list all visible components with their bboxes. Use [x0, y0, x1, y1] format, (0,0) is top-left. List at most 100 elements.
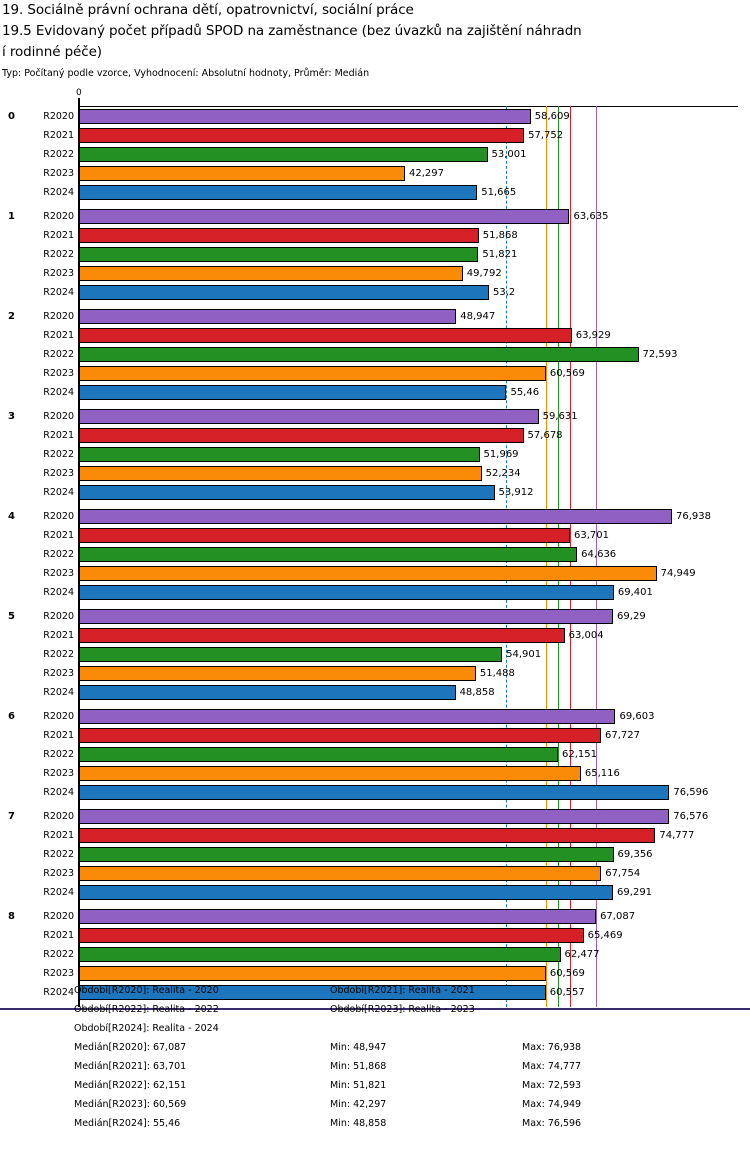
- bar-row-label: R2020: [43, 211, 74, 222]
- group-index-label: 2: [8, 311, 15, 322]
- page-title-line-3: í rodinné péče): [2, 44, 102, 60]
- bar[interactable]: [79, 985, 546, 1000]
- bar[interactable]: [79, 485, 495, 500]
- bar-row-label: R2020: [43, 411, 74, 422]
- bar-value-label: 69,291: [617, 887, 653, 898]
- bar[interactable]: [79, 866, 602, 881]
- bar[interactable]: [79, 609, 614, 624]
- bar[interactable]: [79, 728, 601, 743]
- bar-row-label: R2024: [43, 387, 74, 398]
- bar-row: R2023 60,569: [0, 964, 750, 983]
- bar-value-label: 57,752: [528, 130, 564, 141]
- bar[interactable]: [79, 928, 584, 943]
- legend-item: Období[R2021]: Realita - 2021: [330, 985, 475, 996]
- bar[interactable]: [79, 409, 539, 424]
- bar-row-label: R2020: [43, 111, 74, 122]
- bar-value-label: 63,004: [568, 630, 604, 641]
- stat-min: Min: 42,297: [330, 1099, 387, 1110]
- bar-value-label: 63,701: [573, 530, 609, 541]
- bar[interactable]: [79, 285, 490, 300]
- bar-row-label: R2020: [43, 311, 74, 322]
- bar[interactable]: [79, 666, 476, 681]
- bar[interactable]: [79, 228, 479, 243]
- legend-row: Období[R2022]: Realita - 2022 Období[R202…: [0, 1004, 750, 1023]
- group-index-label: 3: [8, 411, 15, 422]
- legend-item: Období[R2024]: Realita - 2024: [74, 1023, 219, 1034]
- bar[interactable]: [79, 447, 480, 462]
- bar[interactable]: [79, 428, 524, 443]
- bar[interactable]: [79, 247, 479, 262]
- bar[interactable]: [79, 885, 614, 900]
- bar-row-label: R2022: [43, 349, 74, 360]
- bar[interactable]: [79, 585, 614, 600]
- bar-row-label: R2024: [43, 187, 74, 198]
- bar[interactable]: [79, 785, 670, 800]
- bar[interactable]: [79, 509, 672, 524]
- bar[interactable]: [79, 347, 639, 362]
- bar-row-label: R2020: [43, 711, 74, 722]
- bar[interactable]: [79, 528, 570, 543]
- bar[interactable]: [79, 847, 614, 862]
- bar-row-label: R2021: [43, 930, 74, 941]
- bar[interactable]: [79, 566, 657, 581]
- bar-value-label: 69,401: [617, 587, 653, 598]
- stat-max: Max: 76,938: [522, 1042, 582, 1053]
- legend-row: Období[R2024]: Realita - 2024: [0, 1023, 750, 1042]
- bar[interactable]: [79, 547, 578, 562]
- bar-row: R2021 57,678: [0, 426, 750, 445]
- bar[interactable]: [79, 166, 405, 181]
- bar[interactable]: [79, 109, 531, 124]
- bar-value-label: 51,488: [479, 668, 515, 679]
- bar[interactable]: [79, 466, 482, 481]
- bar-value-label: 48,858: [459, 687, 495, 698]
- bar-group: 0 R2020 58,609 R2021 57,752 R2022 53,001 R2023 4…: [0, 107, 750, 202]
- bar-value-label: 48,947: [460, 311, 496, 322]
- bar-value-label: 53,912: [498, 487, 534, 498]
- bar-row: R2020 63,635: [0, 207, 750, 226]
- bar-value-label: 51,821: [482, 249, 518, 260]
- bar-row-label: R2021: [43, 630, 74, 641]
- bar[interactable]: [79, 147, 488, 162]
- bar-row-label: R2023: [43, 168, 74, 179]
- bar-value-label: 74,777: [659, 830, 695, 841]
- bar-row: R2021 63,929: [0, 326, 750, 345]
- bar[interactable]: [79, 966, 546, 981]
- bar[interactable]: [79, 766, 581, 781]
- bar[interactable]: [79, 628, 565, 643]
- bar-value-label: 69,29: [617, 611, 646, 622]
- stats-row: Medián[R2023]: 60,569 Min: 42,297 Max: 74,…: [0, 1099, 750, 1118]
- bar[interactable]: [79, 685, 456, 700]
- bar-row-label: R2024: [43, 987, 74, 998]
- bar-group: 6 R2020 69,603 R2021 67,727 R2022 62,151 R2023 6…: [0, 707, 750, 802]
- bar[interactable]: [79, 809, 670, 824]
- bar[interactable]: [79, 309, 457, 324]
- bar-group: 2 R2020 48,947 R2021 63,929 R2022 72,593 R2023 6…: [0, 307, 750, 402]
- bar[interactable]: [79, 709, 616, 724]
- bar-value-label: 63,635: [573, 211, 609, 222]
- bar[interactable]: [79, 828, 656, 843]
- bar[interactable]: [79, 385, 507, 400]
- bar-value-label: 65,116: [584, 768, 620, 779]
- group-index-label: 4: [8, 511, 15, 522]
- bar[interactable]: [79, 266, 463, 281]
- bar[interactable]: [79, 747, 559, 762]
- stat-min: Min: 48,947: [330, 1042, 387, 1053]
- bar[interactable]: [79, 128, 525, 143]
- bar[interactable]: [79, 328, 572, 343]
- bar[interactable]: [79, 947, 561, 962]
- bar-row-label: R2023: [43, 668, 74, 679]
- bar[interactable]: [79, 209, 570, 224]
- bar-row-label: R2022: [43, 949, 74, 960]
- bar[interactable]: [79, 366, 546, 381]
- bar-row: R2020 58,609: [0, 107, 750, 126]
- bar-value-label: 67,727: [605, 730, 640, 741]
- bar[interactable]: [79, 909, 597, 924]
- bar[interactable]: [79, 185, 478, 200]
- stats-row: Medián[R2020]: 67,087 Min: 48,947 Max: 76,…: [0, 1042, 750, 1061]
- bar-row: R2024 48,858: [0, 683, 750, 702]
- bar-row-label: R2023: [43, 968, 74, 979]
- bar-row-label: R2020: [43, 611, 74, 622]
- bar-row-label: R2023: [43, 368, 74, 379]
- bar[interactable]: [79, 647, 503, 662]
